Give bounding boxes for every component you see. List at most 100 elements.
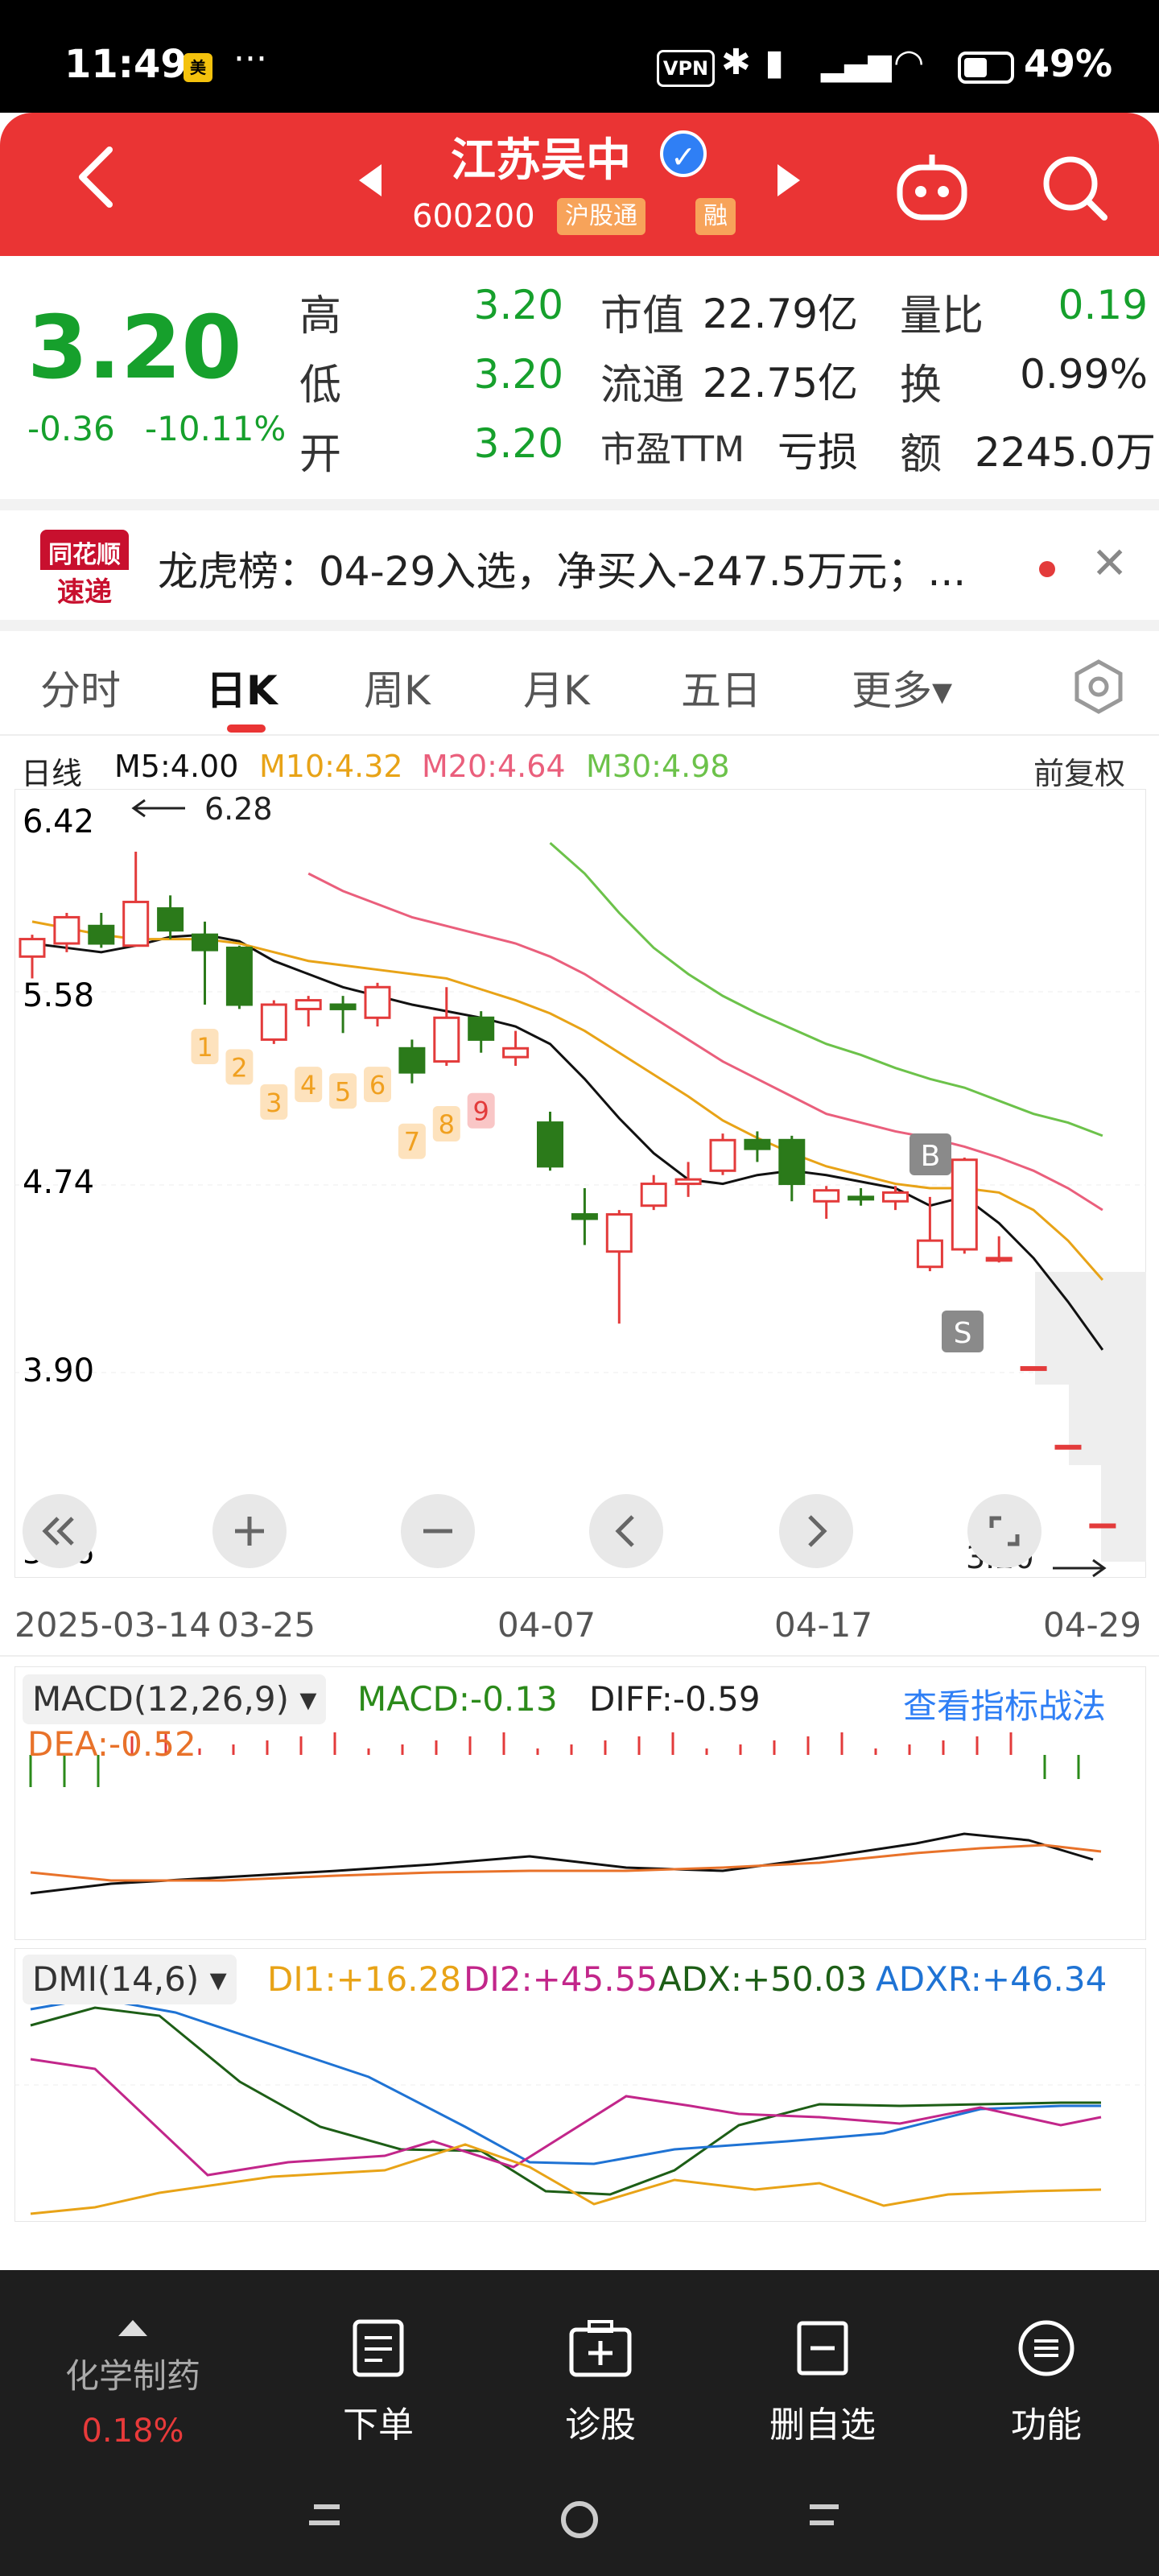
remove-watchlist-button[interactable]: 删自选 [742,2318,903,2447]
nav-back-icon[interactable] [802,2496,850,2536]
float-label: 流通 [600,361,685,410]
function-label: 功能 [1011,2405,1082,2446]
volratio-value: 0.19 [1058,282,1148,328]
status-time: 11:49 [64,42,188,87]
order-label: 下单 [343,2405,414,2446]
y-tick-label: 4.74 [23,1164,94,1201]
svg-text:9: 9 [473,1096,489,1127]
candle [468,1011,495,1053]
sequence-mark: 9 [467,1092,495,1129]
news-text[interactable]: 龙虎榜：04-29入选，净买入-247.5万元；... [158,548,967,595]
divider [0,620,1159,631]
zoom-out-button[interactable] [401,1494,475,1568]
divider [0,499,1159,510]
candle [744,1131,771,1162]
tab-five-day[interactable]: 五日 [681,667,761,714]
settings-icon[interactable] [1070,658,1127,715]
candle [1089,1523,1116,1529]
candle [571,1188,598,1245]
order-button[interactable]: 下单 [298,2318,459,2447]
sector-name: 化学制药 [64,2356,200,2396]
scroll-left-button[interactable] [589,1494,663,1568]
sequence-mark: 2 [225,1049,254,1085]
candle [537,1112,563,1171]
scroll-right-button[interactable] [779,1494,853,1568]
wifi-icon: ◠ [893,42,925,83]
open-value: 3.20 [473,420,563,467]
ths-news-logo: 同花顺 速递 [40,530,129,609]
fullscreen-button[interactable] [967,1494,1041,1568]
adxr-line [30,1996,1101,2165]
battery-percent: 49% [1024,42,1113,85]
macd-label: MACD(12,26,9) [32,1679,289,1719]
close-icon[interactable]: ✕ [1091,538,1128,588]
stock-name: 江苏吴中 [451,134,631,187]
news-ticker[interactable]: 同花顺 速递 龙虎榜：04-29入选，净买入-247.5万元；... ✕ [0,515,1159,620]
status-bar: 11:49 美团 ··· VPN ✱ ▮ ▂▄▆ ◠ 49% [0,0,1159,113]
adjust-mode[interactable]: 前复权 [1033,756,1126,791]
svg-text:5: 5 [335,1076,351,1107]
search-icon[interactable] [1038,151,1111,224]
more-notifications-icon: ··· [233,39,267,80]
svg-text:7: 7 [404,1127,420,1158]
candle [88,913,115,948]
candle [225,945,253,1009]
m30-legend: M30:4.98 [586,749,730,784]
price-change: -0.36 [27,409,115,448]
m20-legend: M20:4.64 [422,749,566,784]
current-price: 3.20 [27,298,242,398]
low-value: 3.20 [473,351,563,398]
candle [157,895,184,939]
volratio-label: 量比 [900,292,984,341]
last-arrow-head [1092,1558,1107,1578]
low-label: 低 [299,361,342,410]
sector-button[interactable]: 化学制药 0.18% [32,2318,233,2450]
pe-value: 亏损 [777,429,858,476]
zoom-in-button[interactable] [212,1494,287,1568]
vpn-icon: VPN [657,50,715,87]
m20-line [307,872,1103,1212]
candle [778,1135,806,1202]
robot-assistant-icon[interactable] [893,151,971,224]
m10-legend: M10:4.32 [259,749,403,784]
diagnose-button[interactable]: 诊股 [520,2318,681,2447]
tab-intraday[interactable]: 分时 [40,667,121,714]
sequence-mark: 3 [260,1084,288,1120]
tab-monthly-k[interactable]: 月K [523,667,590,714]
margin-tag: 融 [695,198,736,235]
next-stock-icon[interactable] [777,164,800,196]
buy-marker: B [909,1133,951,1175]
candle [605,1210,633,1324]
divider [0,1655,1159,1657]
period-label: 日线 [21,756,83,791]
prev-stock-icon[interactable] [359,164,382,196]
back-arrow-icon[interactable] [72,145,121,209]
candle [295,996,322,1027]
candle [951,1158,978,1254]
order-doc-icon [353,2319,404,2377]
function-button[interactable]: 功能 [966,2318,1127,2447]
candle [882,1186,909,1211]
y-tick-label: 6.42 [23,803,94,840]
svg-text:B: B [921,1140,941,1173]
tab-weekly-k[interactable]: 周K [364,667,431,714]
sell-marker: S [942,1311,984,1352]
tab-daily-k[interactable]: 日K [206,667,278,714]
indicator-strategy-link[interactable]: 查看指标战法 [903,1686,1107,1726]
candle [1054,1444,1082,1450]
sequence-mark: 8 [432,1106,460,1141]
connect-tag: 沪股通 [557,198,645,235]
diagnose-label: 诊股 [565,2405,636,2446]
nav-home-icon[interactable] [555,2496,604,2544]
candle [53,913,80,952]
tab-more[interactable]: 更多▾ [852,667,953,714]
svg-text:6: 6 [369,1070,386,1100]
nav-recent-icon[interactable] [303,2496,351,2536]
dmi-selector[interactable]: DMI(14,6) ▾ [23,1955,237,2004]
float-value: 22.75亿 [702,360,858,407]
zoom-to-start-button[interactable] [23,1494,97,1568]
max-price-label: 6.28 [204,791,273,827]
vibrate-icon: ▮ [765,42,785,83]
macd-selector[interactable]: MACD(12,26,9) ▾ [23,1674,327,1724]
